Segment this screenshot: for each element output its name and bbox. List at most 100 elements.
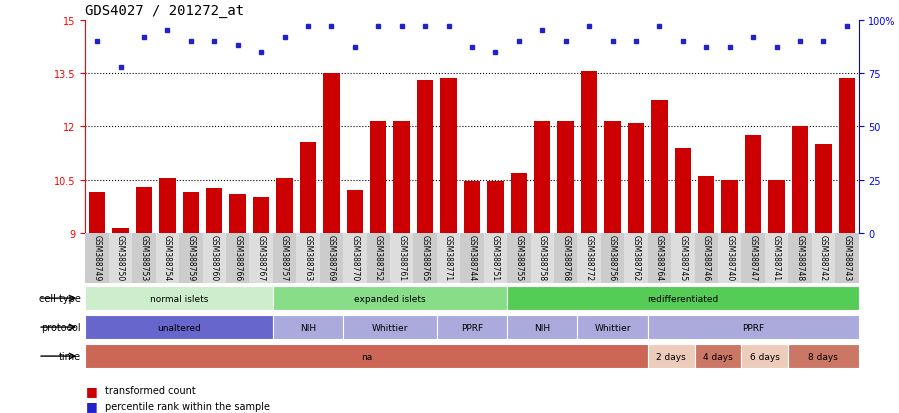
- Bar: [507, 286, 859, 311]
- Text: PPRF: PPRF: [742, 323, 764, 332]
- Text: GSM388743: GSM388743: [842, 234, 851, 280]
- Text: NIH: NIH: [300, 323, 316, 332]
- Bar: [651, 100, 668, 233]
- Text: Whittier: Whittier: [594, 323, 631, 332]
- Text: na: na: [360, 352, 372, 361]
- Bar: [417, 81, 433, 233]
- Text: protocol: protocol: [41, 322, 81, 332]
- Bar: [276, 178, 293, 233]
- Bar: [367, 233, 390, 283]
- Bar: [85, 286, 272, 311]
- Bar: [815, 145, 832, 233]
- Text: GSM388761: GSM388761: [397, 234, 406, 280]
- Text: GSM388750: GSM388750: [116, 234, 125, 280]
- Bar: [769, 180, 785, 233]
- Bar: [839, 79, 855, 233]
- Bar: [742, 344, 788, 368]
- Bar: [554, 233, 577, 283]
- Bar: [601, 233, 624, 283]
- Text: GSM388771: GSM388771: [444, 234, 453, 280]
- Bar: [788, 344, 859, 368]
- Text: GSM388753: GSM388753: [139, 234, 148, 280]
- Bar: [441, 79, 457, 233]
- Bar: [272, 315, 343, 339]
- Bar: [577, 233, 601, 283]
- Bar: [179, 233, 202, 283]
- Bar: [206, 189, 222, 233]
- Bar: [343, 315, 437, 339]
- Text: GSM388758: GSM388758: [538, 234, 547, 280]
- Bar: [394, 122, 410, 233]
- Text: GSM388740: GSM388740: [725, 234, 734, 280]
- Bar: [647, 315, 859, 339]
- Bar: [534, 122, 550, 233]
- Bar: [718, 233, 742, 283]
- Text: GSM388759: GSM388759: [186, 234, 195, 280]
- Bar: [297, 233, 320, 283]
- Bar: [85, 233, 109, 283]
- Text: GSM388756: GSM388756: [608, 234, 617, 280]
- Text: NIH: NIH: [534, 323, 550, 332]
- Bar: [487, 182, 503, 233]
- Bar: [229, 195, 246, 233]
- Bar: [812, 233, 835, 283]
- Bar: [343, 233, 367, 283]
- Text: GSM388741: GSM388741: [772, 234, 781, 280]
- Bar: [507, 233, 530, 283]
- Bar: [370, 122, 387, 233]
- Text: normal islets: normal islets: [150, 294, 209, 303]
- Text: PPRF: PPRF: [461, 323, 483, 332]
- Text: Whittier: Whittier: [371, 323, 408, 332]
- Bar: [414, 233, 437, 283]
- Bar: [698, 177, 715, 233]
- Text: GSM388767: GSM388767: [256, 234, 265, 280]
- Bar: [745, 136, 761, 233]
- Bar: [253, 198, 270, 233]
- Text: GSM388769: GSM388769: [327, 234, 336, 280]
- Text: GSM388760: GSM388760: [209, 234, 218, 280]
- Text: GSM388766: GSM388766: [233, 234, 242, 280]
- Text: GSM388754: GSM388754: [163, 234, 172, 280]
- Bar: [159, 178, 175, 233]
- Text: unaltered: unaltered: [157, 323, 201, 332]
- Bar: [722, 180, 738, 233]
- Bar: [226, 233, 249, 283]
- Text: GSM388744: GSM388744: [467, 234, 476, 280]
- Text: transformed count: transformed count: [105, 385, 196, 395]
- Text: GSM388751: GSM388751: [491, 234, 500, 280]
- Bar: [647, 233, 672, 283]
- Text: GSM388747: GSM388747: [749, 234, 758, 280]
- Text: GSM388768: GSM388768: [561, 234, 570, 280]
- Bar: [577, 315, 647, 339]
- Text: cell type: cell type: [39, 293, 81, 304]
- Text: GSM388742: GSM388742: [819, 234, 828, 280]
- Bar: [628, 123, 645, 233]
- Bar: [85, 344, 647, 368]
- Text: GSM388772: GSM388772: [584, 234, 593, 280]
- Bar: [182, 192, 199, 233]
- Text: ■: ■: [85, 384, 97, 397]
- Bar: [792, 127, 808, 233]
- Text: GSM388749: GSM388749: [93, 234, 102, 280]
- Bar: [109, 233, 132, 283]
- Bar: [249, 233, 272, 283]
- Bar: [347, 191, 363, 233]
- Text: GSM388763: GSM388763: [304, 234, 313, 280]
- Text: expanded islets: expanded islets: [354, 294, 426, 303]
- Bar: [272, 286, 507, 311]
- Bar: [695, 233, 718, 283]
- Bar: [604, 122, 620, 233]
- Bar: [674, 148, 691, 233]
- Bar: [132, 233, 156, 283]
- Bar: [835, 233, 859, 283]
- Bar: [299, 143, 316, 233]
- Bar: [112, 228, 129, 233]
- Bar: [156, 233, 179, 283]
- Bar: [89, 192, 105, 233]
- Text: 6 days: 6 days: [750, 352, 779, 361]
- Text: ■: ■: [85, 399, 97, 412]
- Bar: [320, 233, 343, 283]
- Text: percentile rank within the sample: percentile rank within the sample: [105, 401, 271, 411]
- Bar: [742, 233, 765, 283]
- Bar: [437, 233, 460, 283]
